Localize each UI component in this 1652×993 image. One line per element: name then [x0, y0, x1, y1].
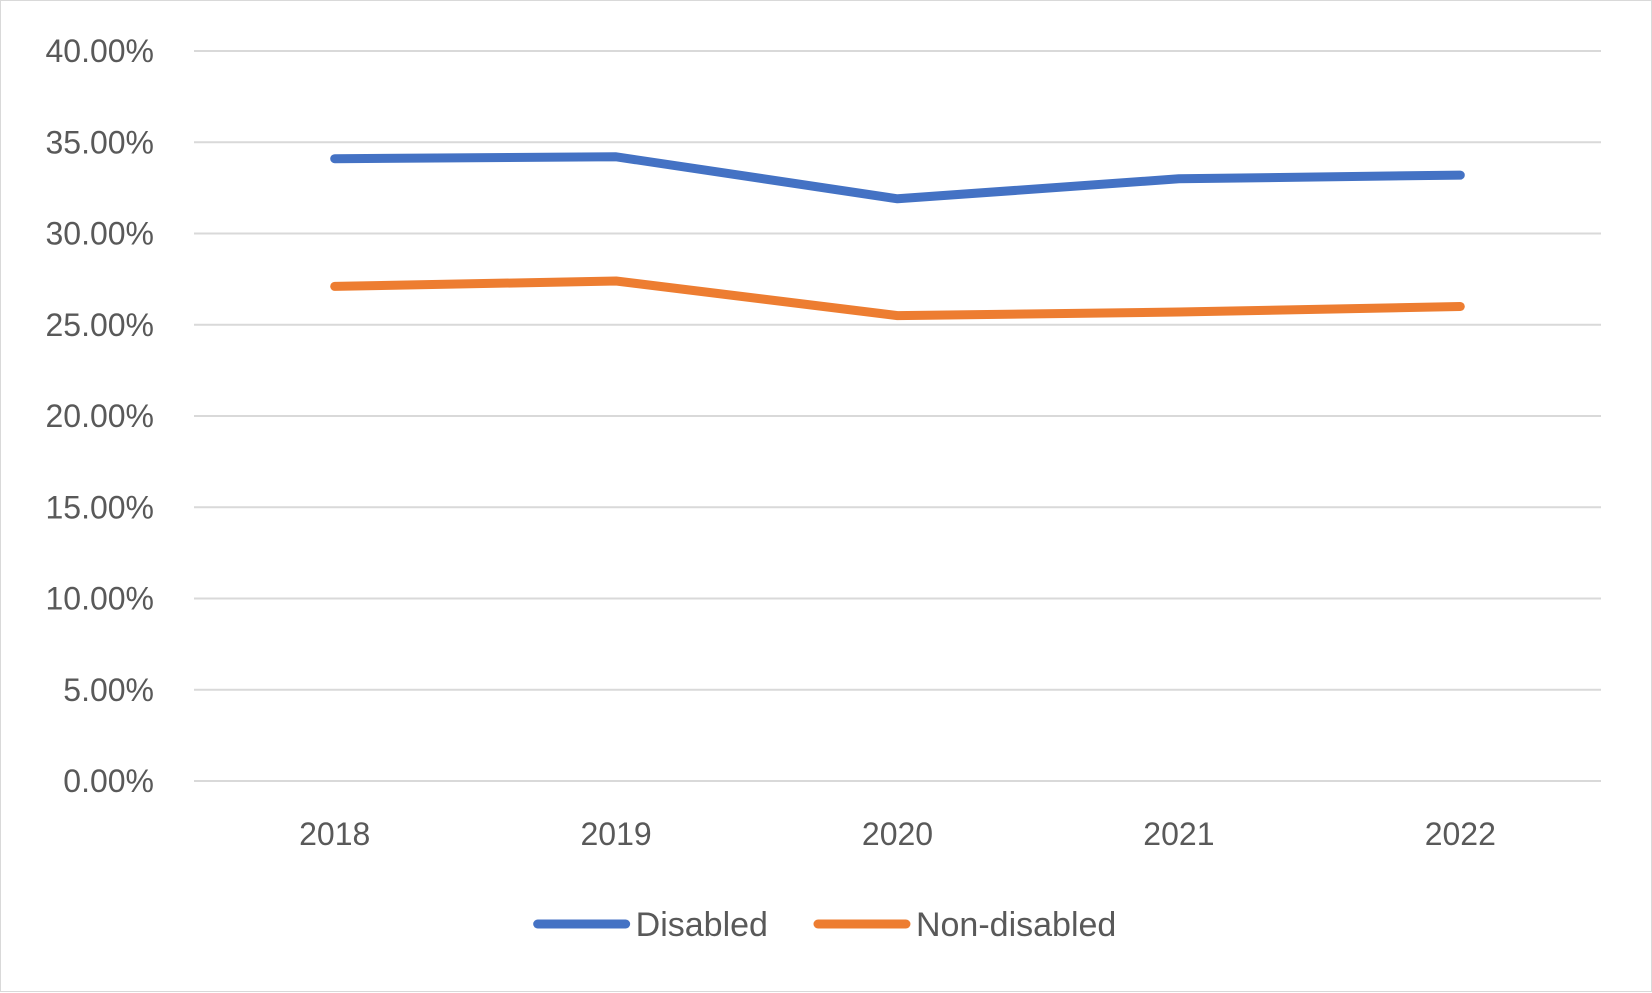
- y-tick-label: 30.00%: [45, 216, 154, 252]
- x-tick-label: 2021: [1143, 816, 1214, 852]
- y-tick-label: 15.00%: [45, 489, 154, 525]
- legend: Disabled Non-disabled: [533, 906, 1116, 944]
- y-tick-label: 20.00%: [45, 398, 154, 434]
- y-tick-label: 35.00%: [45, 124, 154, 160]
- x-tick-label: 2019: [581, 816, 652, 852]
- y-tick-label: 5.00%: [63, 672, 154, 708]
- y-tick-label: 40.00%: [45, 33, 154, 69]
- y-tick-label: 0.00%: [63, 763, 154, 799]
- y-tick-label: 10.00%: [45, 581, 154, 617]
- x-tick-label: 2018: [299, 816, 370, 852]
- legend-label-non-disabled: Non-disabled: [916, 906, 1116, 944]
- y-axis-tick-labels: 0.00% 5.00% 10.00% 15.00% 20.00% 25.00% 30.00%…: [45, 33, 154, 799]
- gridlines: [194, 50, 1601, 782]
- series-line-disabled: [330, 152, 1465, 204]
- x-tick-label: 2020: [862, 816, 933, 852]
- x-tick-label: 2022: [1425, 816, 1496, 852]
- series-line-non-disabled: [330, 276, 1465, 321]
- y-tick-label: 25.00%: [45, 307, 154, 343]
- x-axis-tick-labels: 2018 2019 2020 2021 2022: [299, 816, 1496, 852]
- legend-label-disabled: Disabled: [636, 906, 768, 944]
- series-lines: [330, 152, 1465, 321]
